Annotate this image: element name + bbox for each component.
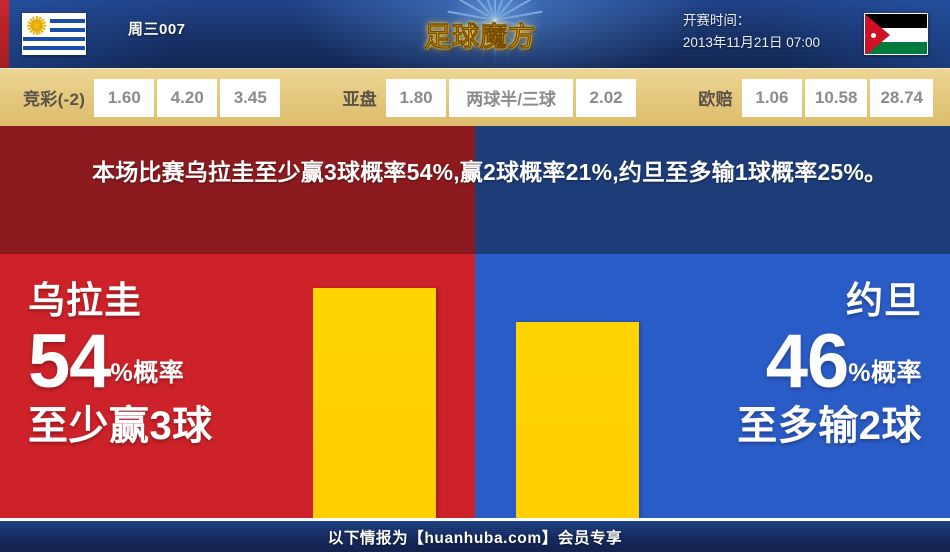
odds-value-cell[interactable]: 4.20 [157, 78, 218, 117]
footer-membership-note: 以下情报为【huanhuba.com】会员专享 [327, 529, 623, 547]
header-bar: 周三007 足球魔方 开赛时间： 2013年11月21日 07:00 [0, 0, 950, 68]
away-percent-row: 46 %概率 [737, 319, 922, 404]
away-percent-suffix: %概率 [848, 358, 922, 387]
odds-group-label: 竞彩(-2) [23, 90, 86, 109]
uruguay-flag-stripe [23, 27, 85, 33]
odds-value-cell[interactable]: 28.74 [870, 78, 933, 117]
odds-group-3: 欧赔 1.06 10.58 28.74 [689, 78, 936, 117]
site-logo[interactable]: 足球魔方 [424, 21, 536, 52]
kickoff-time-label: 开赛时间： [682, 13, 751, 28]
sun-of-may-icon [31, 20, 42, 31]
summary-band-right-half [475, 126, 950, 254]
uruguay-flag-stripe [23, 18, 85, 24]
home-percent-row: 54 %概率 [28, 319, 213, 404]
match-number-label: 周三007 [128, 21, 186, 38]
jordan-flag-star-icon [871, 32, 876, 38]
away-team-stats: 约旦 46 %概率 至多输2球 [737, 282, 922, 446]
odds-value-cell[interactable]: 1.60 [94, 78, 155, 117]
home-outcome-label: 至少赢3球 [28, 403, 213, 448]
odds-bar: 竞彩(-2) 1.60 4.20 3.45 亚盘 1.80 两球半/三球 2.02 欧赔 1.06… [0, 68, 950, 126]
kickoff-time-value: 2013年11月21日 07:00 [682, 35, 820, 51]
header-left-red-accent [0, 0, 9, 68]
away-outcome-label: 至多输2球 [737, 403, 922, 448]
odds-group-1: 竞彩(-2) 1.60 4.20 3.45 [14, 78, 283, 117]
kickoff-time-block: 开赛时间： 2013年11月21日 07:00 [683, 10, 820, 55]
odds-value-cell[interactable]: 2.02 [576, 78, 637, 117]
uruguay-flag-icon [22, 13, 86, 55]
summary-band: 本场比赛乌拉圭至少赢3球概率54%,赢2球概率21%,约旦至多输1球概率25%。 [0, 126, 950, 254]
uruguay-flag-stripe [23, 36, 85, 42]
uruguay-flag-stripe [23, 45, 85, 51]
odds-group-2: 亚盘 1.80 两球半/三球 2.02 [333, 78, 639, 117]
odds-value-cell[interactable]: 10.58 [804, 78, 868, 117]
odds-group-label: 欧赔 [698, 90, 733, 109]
home-percent-value: 54 [28, 319, 112, 404]
odds-value-cell[interactable]: 1.80 [386, 78, 447, 117]
home-team-stats: 乌拉圭 54 %概率 至少赢3球 [28, 282, 213, 446]
jordan-flag-icon [864, 13, 928, 55]
odds-value-cell[interactable]: 3.45 [220, 78, 281, 117]
home-probability-bar [313, 288, 436, 518]
home-percent-suffix: %概率 [110, 358, 185, 387]
header-light-burst-decor [435, 0, 555, 68]
jordan-flag-triangle [865, 14, 890, 54]
footer-bar: 以下情报为【huanhuba.com】会员专享 [0, 518, 950, 552]
uruguay-flag-canton [23, 14, 50, 37]
away-team-name: 约旦 [846, 280, 922, 321]
away-percent-value: 46 [765, 319, 850, 404]
odds-value-cell[interactable]: 1.06 [741, 78, 802, 117]
probability-chart-area: 乌拉圭 54 %概率 至少赢3球 约旦 46 %概率 至多输2球 [0, 254, 950, 518]
odds-group-label: 亚盘 [342, 90, 378, 109]
header-ray [494, 0, 496, 68]
home-team-name: 乌拉圭 [28, 280, 142, 321]
summary-text: 本场比赛乌拉圭至少赢3球概率54%,赢2球概率21%,约旦至多输1球概率25%。 [92, 159, 888, 185]
away-probability-bar [516, 322, 639, 518]
odds-value-cell[interactable]: 两球半/三球 [449, 78, 574, 117]
summary-band-left-half [0, 126, 475, 254]
